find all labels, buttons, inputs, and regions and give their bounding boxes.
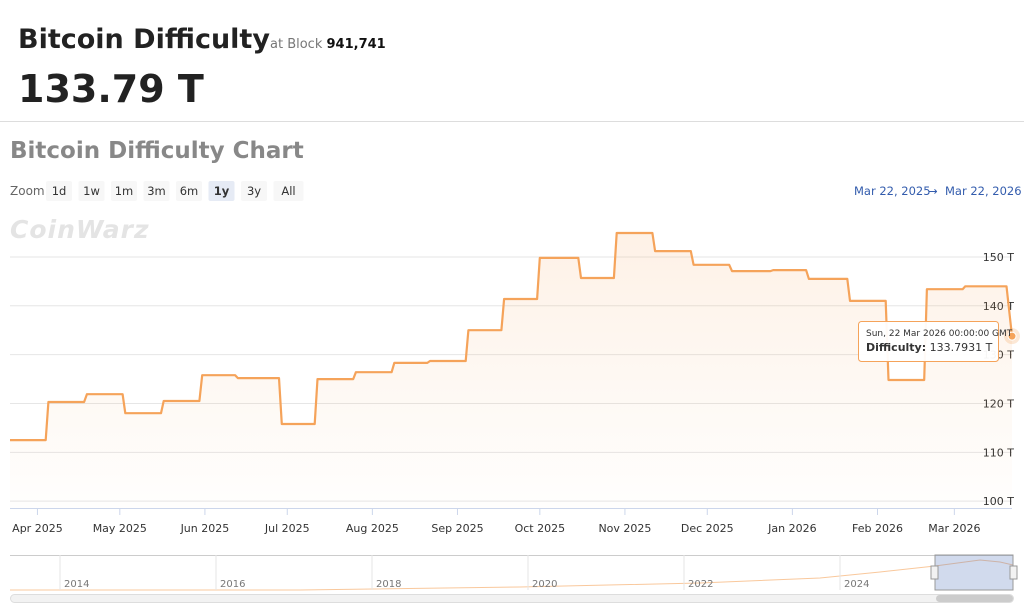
navigator-year: 2020 <box>532 579 557 590</box>
x-tick-label: Aug 2025 <box>346 522 399 535</box>
range-from[interactable]: Mar 22, 2025 <box>854 184 931 198</box>
navigator-line <box>10 559 1014 591</box>
hover-point <box>1007 331 1017 341</box>
range-to[interactable]: Mar 22, 2026 <box>945 184 1022 198</box>
zoom-button[interactable] <box>273 181 304 201</box>
watermark: CoinWarz <box>10 215 150 244</box>
scrollbar-thumb[interactable] <box>936 595 1013 602</box>
navigator-years: 2014 2016 2018 2020 2022 2024 <box>59 555 869 590</box>
x-tick-label: Sep 2025 <box>431 522 483 535</box>
zoom-button-label[interactable]: 3m <box>147 184 166 198</box>
navigator-year: 2016 <box>220 579 245 590</box>
tooltip-date: Sun, 22 Mar 2026 00:00:00 GMT <box>866 329 1013 339</box>
tooltip-value: 133.7931 T <box>930 341 993 354</box>
x-tick-label: Jun 2025 <box>180 522 230 535</box>
navigator-selection[interactable] <box>934 554 1014 591</box>
tooltip-label: Difficulty: <box>866 341 926 354</box>
zoom-button[interactable] <box>208 181 235 201</box>
zoom-button-label[interactable]: 1m <box>115 184 134 198</box>
navigator-year: 2018 <box>376 579 401 590</box>
zoom-label: Zoom <box>10 184 45 198</box>
chart-heading: Bitcoin Difficulty Chart <box>10 138 304 164</box>
zoom-button-label[interactable]: 1w <box>83 184 100 198</box>
x-tick-label: Jul 2025 <box>264 522 310 535</box>
zoom-button[interactable] <box>78 181 105 201</box>
tooltip-box <box>858 321 999 362</box>
area <box>10 233 1012 508</box>
scrollbar-track[interactable] <box>10 594 1014 603</box>
zoom-button[interactable] <box>111 181 137 201</box>
range-arrow: → <box>928 184 938 198</box>
x-tick-label: Oct 2025 <box>515 522 566 535</box>
block-info: at Block 941,741 <box>270 37 386 52</box>
x-tick-label: Apr 2025 <box>12 522 63 535</box>
navigator-year: 2024 <box>844 579 869 590</box>
page-title: Bitcoin Difficulty <box>18 24 270 55</box>
tooltip-body: Difficulty: 133.7931 T <box>866 341 993 354</box>
zoom-buttons: 1d 1w 1m 3m 6m 1y 3y All <box>46 181 304 201</box>
navigator-year: 2022 <box>688 579 713 590</box>
zoom-button[interactable] <box>176 181 202 201</box>
zoom-button[interactable] <box>46 181 72 201</box>
navigator: 2014 2016 2018 2020 2022 2024 <box>10 554 1018 603</box>
zoom-button[interactable] <box>143 181 170 201</box>
block-prefix: at Block <box>270 37 323 52</box>
zoom-button-label[interactable]: All <box>281 184 295 198</box>
x-tick-label: Jan 2026 <box>767 522 816 535</box>
block-number: 941,741 <box>327 37 386 52</box>
zoom-button-label[interactable]: 6m <box>180 184 199 198</box>
x-tick-label: Mar 2026 <box>928 522 980 535</box>
x-tick-label: Dec 2025 <box>681 522 734 535</box>
navigator-handle[interactable] <box>1009 565 1018 580</box>
x-tick-label: May 2025 <box>93 522 147 535</box>
y-tick-label: 150 T <box>983 251 1014 264</box>
zoom-button-label[interactable]: 1d <box>52 184 67 198</box>
x-tick-label: Feb 2026 <box>852 522 903 535</box>
zoom-button-label[interactable]: 3y <box>247 184 261 198</box>
navigator-handle[interactable] <box>930 565 939 580</box>
x-tick-label: Nov 2025 <box>598 522 651 535</box>
difficulty-value: 133.79 T <box>18 67 204 111</box>
navigator-year: 2014 <box>64 579 89 590</box>
tooltip: Sun, 22 Mar 2026 00:00:00 GMT Difficulty… <box>858 321 1013 362</box>
zoom-button[interactable] <box>241 181 267 201</box>
zoom-button-label[interactable]: 1y <box>214 184 230 198</box>
difficulty-line <box>10 231 1014 442</box>
